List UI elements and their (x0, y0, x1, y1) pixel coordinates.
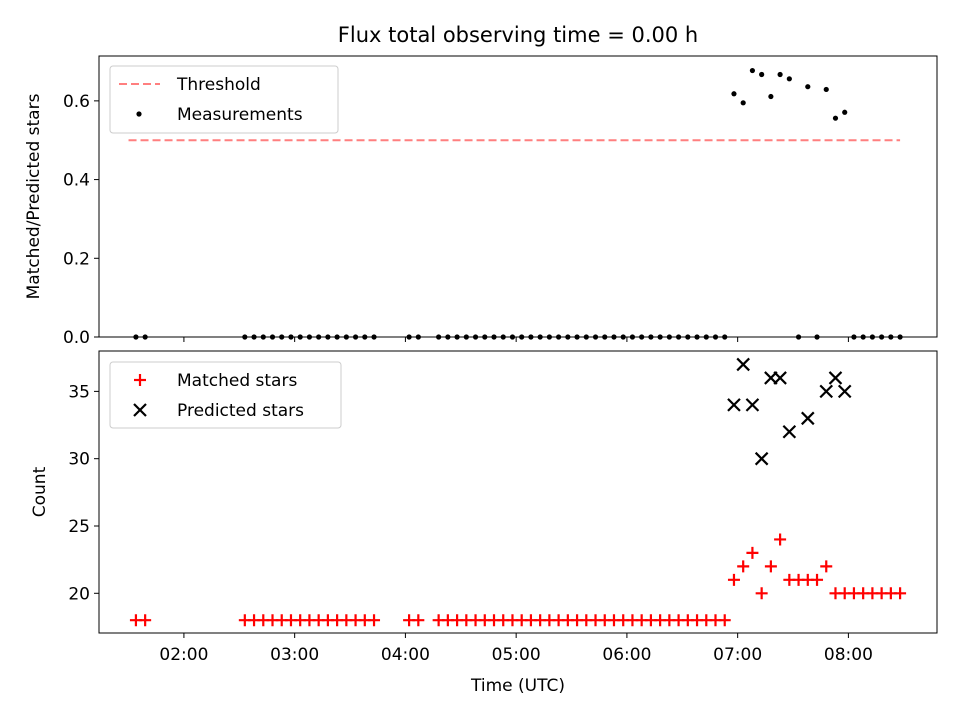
x-axis-label: Time (UTC) (470, 676, 565, 696)
x-tick-label: 05:00 (492, 645, 541, 665)
y-tick-label: 0.4 (63, 171, 90, 191)
matched-stars-point (718, 614, 731, 627)
matched-stars-point (727, 573, 740, 586)
chart-title: Flux total observing time = 0.00 h (338, 23, 698, 47)
y-tick-label: 25 (68, 517, 90, 537)
matched-stars-point (737, 560, 750, 573)
predicted-stars-point (819, 384, 834, 399)
predicted-stars-legend-swatch (133, 403, 147, 417)
y-tick-label: 35 (68, 382, 90, 402)
measurements-point (786, 76, 792, 82)
x-tick-label: 06:00 (602, 645, 651, 665)
measurements-point (749, 67, 756, 74)
y-tick-label: 20 (68, 584, 90, 604)
measurements-point (842, 109, 848, 115)
predicted-stars-point (745, 398, 760, 412)
measurements-point (768, 93, 774, 100)
matched-stars-point (755, 587, 768, 600)
count-legend-box (109, 361, 342, 429)
y-tick-label: 0.2 (63, 249, 90, 269)
x-tick-label: 04:00 (381, 645, 430, 665)
measurements-point (777, 71, 783, 78)
matched-stars-point (368, 614, 381, 627)
count-legend: Matched stars Predicted stars (109, 361, 342, 429)
predicted-stars-point (801, 411, 815, 426)
matched-stars-point (894, 587, 907, 600)
matched-stars-point (412, 614, 425, 627)
predicted-stars-point (727, 398, 741, 412)
measurements-point (731, 91, 737, 97)
ratio-panel: 0.0 0.2 0.4 0.6 Matched/Predicted stars Thr… (24, 55, 938, 348)
predicted-stars-point (773, 371, 787, 385)
predicted-stars-point (736, 357, 750, 372)
measurements-point (759, 71, 765, 78)
predicted-stars-point (828, 371, 843, 385)
matched-stars-point (746, 546, 759, 559)
count-plot-area (129, 357, 907, 627)
measurements-point (805, 84, 811, 90)
measurements-point (832, 115, 839, 121)
x-tick-label: 02:00 (159, 645, 208, 665)
predicted-stars-point (837, 384, 852, 399)
x-tick-label: 03:00 (270, 645, 319, 665)
ratio-axes-frame (98, 55, 938, 338)
predicted-stars-legend-label: Predicted stars (177, 401, 304, 421)
ratio-y-axis-label: Matched/Predicted stars (24, 93, 44, 299)
predicted-stars-point (782, 424, 797, 439)
ratio-legend: Threshold Measurements (109, 65, 339, 134)
matched-stars-point (820, 560, 833, 573)
predicted-stars-point (754, 451, 769, 466)
matched-stars-legend-swatch (134, 374, 146, 386)
count-axes-frame (98, 350, 938, 634)
count-axes: 20 25 30 35 02:00 03:00 04:00 05:00 06:00 07:00 08… (68, 382, 873, 665)
y-tick-label: 30 (68, 450, 90, 470)
x-tick-label: 08:00 (824, 645, 873, 665)
matched-stars-legend-label: Matched stars (177, 371, 297, 391)
measurements-point (823, 86, 829, 93)
matched-stars-point (764, 560, 777, 573)
y-tick-label: 0.6 (63, 92, 90, 112)
ratio-axes: 0.0 0.2 0.4 0.6 (63, 92, 849, 348)
count-panel: 20 25 30 35 02:00 03:00 04:00 05:00 06:00 07:00 08… (30, 350, 938, 696)
matched-stars-point (774, 533, 787, 546)
ratio-legend-box (109, 65, 339, 134)
measurements-point (740, 100, 746, 106)
measurements-legend-label: Measurements (177, 105, 303, 125)
matched-stars-point (139, 614, 152, 627)
x-tick-label: 07:00 (713, 645, 762, 665)
y-tick-label: 0.0 (63, 328, 90, 348)
count-y-axis-label: Count (30, 466, 50, 517)
threshold-legend-label: Threshold (176, 75, 261, 95)
matched-stars-point (811, 573, 824, 586)
measurements-legend-swatch (136, 111, 142, 117)
